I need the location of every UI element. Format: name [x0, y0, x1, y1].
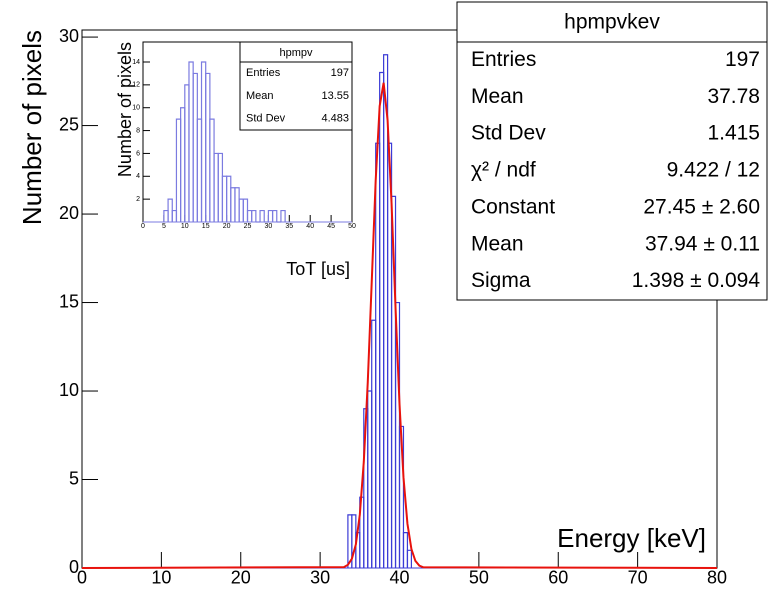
stats-label: Constant — [471, 195, 555, 218]
stats-box — [456, 1, 768, 301]
y-tick-label: 6 — [136, 150, 140, 157]
stats-value: 13.55 — [321, 90, 349, 102]
x-tick-label: 10 — [151, 568, 171, 588]
y-tick-label: 4 — [136, 173, 140, 180]
stats-title: hpmpv — [279, 47, 313, 59]
y-axis-label: Number of pixels — [17, 30, 47, 225]
x-tick-label: 35 — [285, 223, 293, 230]
stats-value: 197 — [725, 48, 760, 71]
x-tick-label: 80 — [707, 568, 727, 588]
stats-title: hpmpvkev — [564, 11, 660, 34]
stats-value: 27.45 ± 2.60 — [643, 195, 760, 218]
y-tick-label: 2 — [136, 196, 140, 203]
y-tick-label: 8 — [136, 127, 140, 134]
x-tick-label: 50 — [469, 568, 489, 588]
y-tick-label: 10 — [132, 105, 140, 112]
stats-label: Mean — [471, 85, 524, 108]
x-tick-label: 60 — [548, 568, 568, 588]
stats-label: Mean — [471, 232, 524, 255]
stats-label: Entries — [246, 67, 281, 79]
stats-label: Mean — [246, 90, 274, 102]
fit-curve — [81, 82, 718, 569]
y-tick-label: 25 — [59, 114, 79, 134]
y-tick-label: 30 — [59, 26, 79, 46]
stats-value: 4.483 — [321, 113, 349, 125]
x-tick-label: 15 — [202, 223, 210, 230]
histogram-bin — [271, 209, 278, 222]
stats-label: χ² / ndf — [471, 159, 536, 182]
histogram-bin — [259, 209, 265, 222]
y-axis-label: Number of pixels — [115, 42, 135, 177]
histogram-bin — [280, 209, 286, 222]
histogram-bin — [251, 209, 257, 222]
stats-label: Entries — [471, 48, 536, 71]
y-tick-label: 10 — [59, 380, 79, 400]
x-tick-label: 30 — [310, 568, 330, 588]
stats-value: 37.94 ± 0.11 — [645, 232, 760, 255]
x-tick-label: 45 — [327, 223, 335, 230]
x-tick-label: 40 — [389, 568, 409, 588]
x-tick-label: 50 — [348, 223, 356, 230]
stats-label: Std Dev — [246, 113, 286, 125]
x-tick-label: 0 — [77, 568, 87, 588]
stats-box — [239, 41, 353, 131]
y-tick-label: 15 — [59, 291, 79, 311]
x-axis-label: ToT [us] — [286, 259, 350, 279]
x-tick-label: 0 — [141, 223, 145, 230]
x-tick-label: 5 — [162, 223, 166, 230]
x-tick-label: 40 — [306, 223, 314, 230]
x-tick-label: 70 — [628, 568, 648, 588]
y-tick-label: 12 — [132, 82, 140, 89]
x-tick-label: 20 — [231, 568, 251, 588]
y-tick-label: 14 — [132, 59, 140, 66]
y-tick-label: 20 — [59, 203, 79, 223]
x-tick-label: 20 — [223, 223, 231, 230]
stats-label: Std Dev — [471, 122, 546, 145]
x-tick-label: 30 — [265, 223, 273, 230]
stats-value: 37.78 — [707, 85, 760, 108]
stats-value: 197 — [331, 67, 349, 79]
y-tick-label: 0 — [69, 557, 79, 577]
stats-value: 9.422 / 12 — [667, 159, 760, 182]
x-axis-label: Energy [keV] — [557, 523, 706, 553]
y-tick-label: 5 — [69, 468, 79, 488]
histogram-bin — [406, 549, 413, 568]
x-tick-label: 10 — [181, 223, 189, 230]
stats-value: 1.398 ± 0.094 — [632, 269, 761, 292]
stats-value: 1.415 — [707, 122, 760, 145]
stats-label: Sigma — [471, 269, 531, 292]
x-tick-label: 25 — [244, 223, 252, 230]
